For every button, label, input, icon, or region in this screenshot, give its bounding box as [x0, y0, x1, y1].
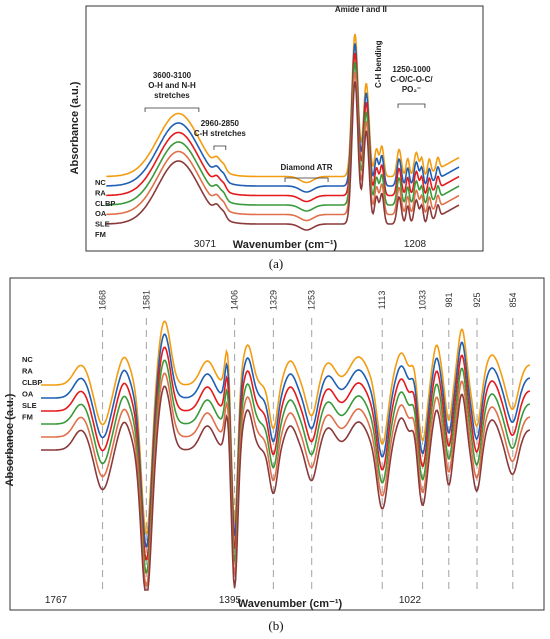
- panel-b-peak-label-1033: 1033: [418, 290, 428, 310]
- panel-a-series-nc: [106, 33, 460, 184]
- panel-b: Absorbance (a.u.) Wavenumber (cm⁻¹) 1767…: [4, 277, 545, 633]
- panel-a-legend-oa: OA: [95, 209, 107, 218]
- panel-b-curves: [41, 320, 531, 591]
- panel-a-legend-nc: NC: [95, 178, 106, 187]
- panel-b-frame: [9, 277, 545, 611]
- panel-a-bracket-1: [213, 145, 227, 150]
- panel-b-tick-2: 1022: [399, 595, 422, 606]
- panel-b-peak-label-981: 981: [444, 292, 454, 307]
- panel-a-legend-sle: SLE: [95, 220, 110, 229]
- panel-a-annotation-0-line-2: stretches: [154, 91, 190, 100]
- panel-a-series-sle: [106, 71, 460, 222]
- panel-b-series-clbp: [41, 346, 531, 561]
- panel-a-label: (a): [269, 256, 283, 271]
- panel-b-label: (b): [268, 618, 283, 633]
- panel-b-legend-fm: FM: [22, 413, 33, 422]
- panel-a-bracket-2: [284, 177, 329, 182]
- panel-a-ylabel: Absorbance (a.u.): [69, 81, 81, 174]
- panel-b-peak-label-925: 925: [472, 292, 482, 307]
- panel-b-tick-1: 1395: [219, 595, 242, 606]
- panel-a-annotation-2-line-0: Diamond ATR: [281, 163, 333, 172]
- panel-a-annotation-5-line-1: C-O/C-O-C/: [390, 75, 433, 84]
- panel-b-series-sle: [41, 372, 531, 587]
- panel-a-annotation-0-line-1: O-H and N-H: [148, 81, 196, 90]
- panel-b-peak-label-1113: 1113: [377, 291, 387, 310]
- panel-a-legend-fm: FM: [95, 230, 106, 239]
- panel-a: Absorbance (a.u.) Wavenumber (cm⁻¹) 3071…: [69, 5, 484, 271]
- panel-b-legend-nc: NC: [22, 355, 33, 364]
- panel-b-legend-sle: SLE: [22, 401, 37, 410]
- panel-b-peak-label-1406: 1406: [230, 290, 240, 310]
- panel-a-frame: [85, 5, 484, 252]
- panel-b-series-oa: [41, 359, 531, 574]
- panel-a-tick-0: 3071: [194, 239, 217, 250]
- panel-a-series-clbp: [106, 52, 460, 203]
- panel-a-tick-1: 1208: [404, 239, 427, 250]
- panel-b-series-fm: [41, 385, 531, 591]
- panel-b-legend: NC RA CLBP OA SLE FM: [22, 355, 42, 422]
- panel-b-legend-clbp: CLBP: [22, 378, 42, 387]
- panel-b-tick-0: 1767: [45, 595, 68, 606]
- panel-a-annotation-1-line-1: C-H stretches: [194, 129, 247, 138]
- panel-b-peak-label-1668: 1668: [98, 290, 108, 310]
- panel-a-annotation-5-line-0: 1250-1000: [392, 65, 431, 74]
- panel-a-bracket-0: [144, 107, 200, 112]
- panel-a-xlabel: Wavenumber (cm⁻¹): [233, 239, 338, 251]
- panel-b-series-nc: [41, 320, 531, 535]
- panel-b-peak-label-1329: 1329: [268, 290, 278, 310]
- panel-b-series-ra: [41, 333, 531, 548]
- panel-a-annotation-1-line-0: 2960-2850: [201, 119, 240, 128]
- panel-b-peak-label-1253: 1253: [307, 290, 317, 310]
- panel-b-peak-label-854: 854: [508, 292, 518, 307]
- panel-a-series-fm: [106, 81, 460, 231]
- panel-a-annotation-3-line-0: Amide I and II: [335, 5, 387, 14]
- panel-a-series-ra: [106, 43, 460, 193]
- panel-a-curves: [106, 33, 460, 231]
- panel-a-annotation-0-line-0: 3600-3100: [153, 71, 192, 80]
- panel-b-legend-oa: OA: [22, 390, 34, 399]
- panel-a-bracket-5: [397, 103, 426, 108]
- panel-a-legend-ra: RA: [95, 188, 106, 197]
- panel-a-annotation-4: C-H bending: [374, 40, 383, 88]
- panel-b-ylabel: Absorbance (a.u.): [4, 393, 16, 486]
- panel-b-peak-label-1581: 1581: [141, 290, 151, 310]
- panel-a-series-oa: [106, 62, 460, 212]
- panel-b-legend-ra: RA: [22, 367, 33, 376]
- panel-a-legend-clbp: CLBP: [95, 199, 115, 208]
- panel-a-annotation-5-line-2: PO₂⁻: [402, 85, 421, 94]
- panel-b-xlabel: Wavenumber (cm⁻¹): [238, 598, 343, 610]
